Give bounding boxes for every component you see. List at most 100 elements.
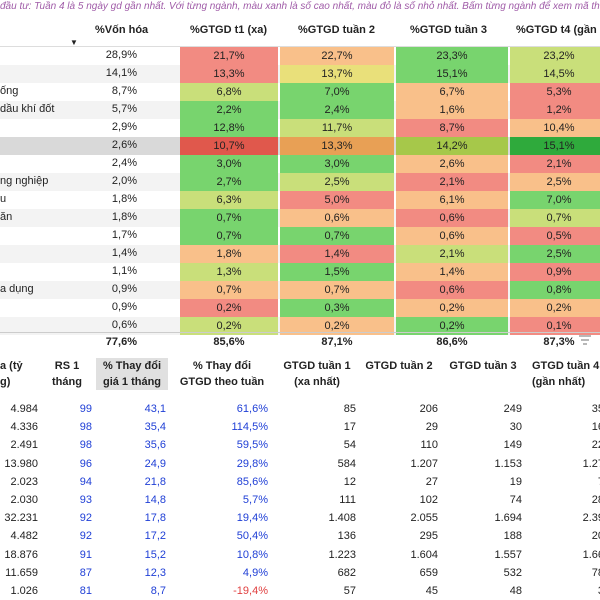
stock-row[interactable]: 2.023 94 21,8 85,6% 12 27 19 7 xyxy=(0,473,600,491)
header-line: % Thay đổi xyxy=(102,360,162,372)
gtgd-cell: 10,7% xyxy=(180,137,278,155)
cell-t1: 57 xyxy=(343,585,356,597)
cell-t4: 1.27 xyxy=(582,457,600,470)
col-header-tuan2[interactable]: GTGD tuần 2 xyxy=(362,358,436,374)
gtgd-cell: 23,2% xyxy=(510,47,600,65)
col-header-gtgd-tuan3[interactable]: %GTGD tuần 3 xyxy=(410,24,488,36)
sector-row[interactable]: 28,9% 21,7% 22,7% 23,3% 23,2% xyxy=(0,47,600,65)
gtgd-cell: 21,7% xyxy=(180,47,278,65)
stock-row[interactable]: 13.980 96 24,9 29,8% 584 1.207 1.153 1.27 xyxy=(0,455,600,473)
gtgd-cell: 3,0% xyxy=(180,155,278,173)
stock-row[interactable]: 2.030 93 14,8 5,7% 111 102 74 28 xyxy=(0,491,600,509)
von-hoa-value: 2,0% xyxy=(111,175,137,187)
filter-lines-icon[interactable] xyxy=(578,334,592,346)
cell-t4: 20 xyxy=(591,530,600,543)
col-header-gtgd-tuan2[interactable]: %GTGD tuần 2 xyxy=(298,24,376,36)
col-header-tuan1[interactable]: GTGD tuần 1 (xa nhất) xyxy=(278,358,356,390)
cell-rs: 99 xyxy=(79,403,92,415)
gtgd-cell: 2,1% xyxy=(510,155,600,173)
col-header-tuan4[interactable]: GTGD tuần 4 (gần nhất) xyxy=(532,358,600,390)
gtgd-cell: 0,7% xyxy=(180,227,278,245)
gtgd-cell: 0,6% xyxy=(396,227,508,245)
col-header-gtgd-t1[interactable]: %GTGD t1 (xa) xyxy=(190,24,268,36)
cell-t4: 16 xyxy=(591,421,600,434)
sector-row[interactable]: 2,9% 12,8% 11,7% 8,7% 10,4% xyxy=(0,119,600,137)
cell-rs: 94 xyxy=(79,475,92,488)
cell-t2: 1.207 xyxy=(410,457,438,470)
sector-name: dầu khí đốt xyxy=(0,103,55,115)
col-header-von-hoa-ty[interactable]: a (tỷ g) xyxy=(0,358,30,390)
top-note: đầu tư: Tuần 4 là 5 ngày gd gần nhất. Vớ… xyxy=(0,1,600,12)
sector-row[interactable]: 1,1% 1,3% 1,5% 1,4% 0,9% xyxy=(0,263,600,281)
gtgd-cell: 12,8% xyxy=(180,119,278,137)
cell-t3: 532 xyxy=(503,566,522,579)
stock-row[interactable]: 11.659 87 12,3 4,9% 682 659 532 78 xyxy=(0,564,600,582)
header-line: giá 1 tháng xyxy=(102,376,162,388)
cell-rs: 92 xyxy=(79,512,92,525)
gtgd-cell: 8,7% xyxy=(396,119,508,137)
stock-row[interactable]: 32.231 92 17,8 19,4% 1.408 2.055 1.694 2.39 xyxy=(0,509,600,527)
sort-desc-icon[interactable]: ▼ xyxy=(70,38,78,47)
col-header-price-change[interactable]: % Thay đổi giá 1 tháng xyxy=(96,358,168,390)
sector-row[interactable]: ng nghiệp 2,0% 2,7% 2,5% 2,1% 2,5% xyxy=(0,173,600,191)
gtgd-cell: 6,1% xyxy=(396,191,508,209)
sector-row[interactable]: 0,6% 0,2% 0,2% 0,2% 0,1% xyxy=(0,317,600,335)
cell-t2: 2.055 xyxy=(410,512,438,525)
sector-row[interactable]: ăn 1,8% 0,7% 0,6% 0,6% 0,7% xyxy=(0,209,600,227)
col-header-von-hoa[interactable]: %Vốn hóa xyxy=(95,24,149,36)
sector-row[interactable]: 0,9% 0,2% 0,3% 0,2% 0,2% xyxy=(0,299,600,317)
cell-p: 8,7 xyxy=(150,585,166,597)
col-header-tuan3[interactable]: GTGD tuần 3 xyxy=(446,358,520,374)
cell-p: 17,8 xyxy=(144,512,166,525)
col-header-rs[interactable]: RS 1 tháng xyxy=(50,358,84,390)
sector-row[interactable]: ống 8,7% 6,8% 7,0% 6,7% 5,3% xyxy=(0,83,600,101)
header-line: GTGD theo tuần xyxy=(179,376,265,388)
stock-row[interactable]: 18.876 91 15,2 10,8% 1.223 1.604 1.557 1.66 xyxy=(0,546,600,564)
cell-t3: 1.153 xyxy=(494,457,522,470)
gtgd-cell: 2,2% xyxy=(180,101,278,119)
gtgd-cell: 1,8% xyxy=(180,245,278,263)
header-line: GTGD tuần 4 xyxy=(532,360,600,372)
gtgd-cell: 0,3% xyxy=(280,299,394,317)
header-line: GTGD tuần 3 xyxy=(449,360,517,372)
sector-name: ng nghiệp xyxy=(0,175,49,187)
sector-row[interactable]: a dụng 0,9% 0,7% 0,7% 0,6% 0,8% xyxy=(0,281,600,299)
gtgd-cell: 2,6% xyxy=(396,155,508,173)
gtgd-cell: 0,2% xyxy=(180,299,278,317)
cell-t1: 682 xyxy=(337,566,356,579)
cell-g: 29,8% xyxy=(236,457,268,470)
cell-p: 24,9 xyxy=(144,457,166,470)
sector-row[interactable]: 14,1% 13,3% 13,7% 15,1% 14,5% xyxy=(0,65,600,83)
header-line: GTGD tuần 2 xyxy=(365,360,433,372)
cell-a: 11.659 xyxy=(5,566,38,579)
col-header-gtgd-t4[interactable]: %GTGD t4 (gần xyxy=(516,24,597,36)
gtgd-cell: 15,1% xyxy=(396,65,508,83)
cell-t3: 149 xyxy=(503,439,522,452)
sector-row[interactable]: dầu khí đốt 5,7% 2,2% 2,4% 1,6% 1,2% xyxy=(0,101,600,119)
gtgd-cell: 15,1% xyxy=(510,137,600,155)
gtgd-cell: 11,7% xyxy=(280,119,394,137)
sector-row[interactable]: 2,6% 10,7% 13,3% 14,2% 15,1% xyxy=(0,137,600,155)
cell-t3: 1.694 xyxy=(494,512,522,525)
stock-row[interactable]: 4.336 98 35,4 114,5% 17 29 30 16 xyxy=(0,418,600,436)
stock-row[interactable]: 4.482 92 17,2 50,4% 136 295 188 20 xyxy=(0,527,600,545)
sector-row[interactable]: 1,7% 0,7% 0,7% 0,6% 0,5% xyxy=(0,227,600,245)
gtgd-cell: 0,7% xyxy=(280,227,394,245)
col-header-gtgd-change[interactable]: % Thay đổi GTGD theo tuần xyxy=(176,358,268,390)
gtgd-cell: 0,6% xyxy=(396,281,508,299)
cell-rs: 98 xyxy=(79,439,92,452)
sector-row[interactable]: 1,4% 1,8% 1,4% 2,1% 2,5% xyxy=(0,245,600,263)
cell-t1: 1.408 xyxy=(328,512,356,525)
gtgd-cell: 0,7% xyxy=(180,281,278,299)
stock-row[interactable]: 2.491 98 35,6 59,5% 54 110 149 22 xyxy=(0,436,600,454)
cell-t1: 136 xyxy=(337,530,356,543)
cell-g: 5,7% xyxy=(242,494,268,506)
stock-row[interactable]: 4.984 99 43,1 61,6% 85 206 249 35 xyxy=(0,400,600,418)
cell-p: 15,2 xyxy=(144,548,166,561)
sector-row[interactable]: 2,4% 3,0% 3,0% 2,6% 2,1% xyxy=(0,155,600,173)
cell-t4: 3 xyxy=(532,585,600,597)
gtgd-cell: 3,0% xyxy=(280,155,394,173)
sector-row[interactable]: u 1,8% 6,3% 5,0% 6,1% 7,0% xyxy=(0,191,600,209)
gtgd-cell: 0,2% xyxy=(396,317,508,335)
stock-row[interactable]: 1.026 81 8,7 -19,4% 57 45 48 3 xyxy=(0,582,600,600)
